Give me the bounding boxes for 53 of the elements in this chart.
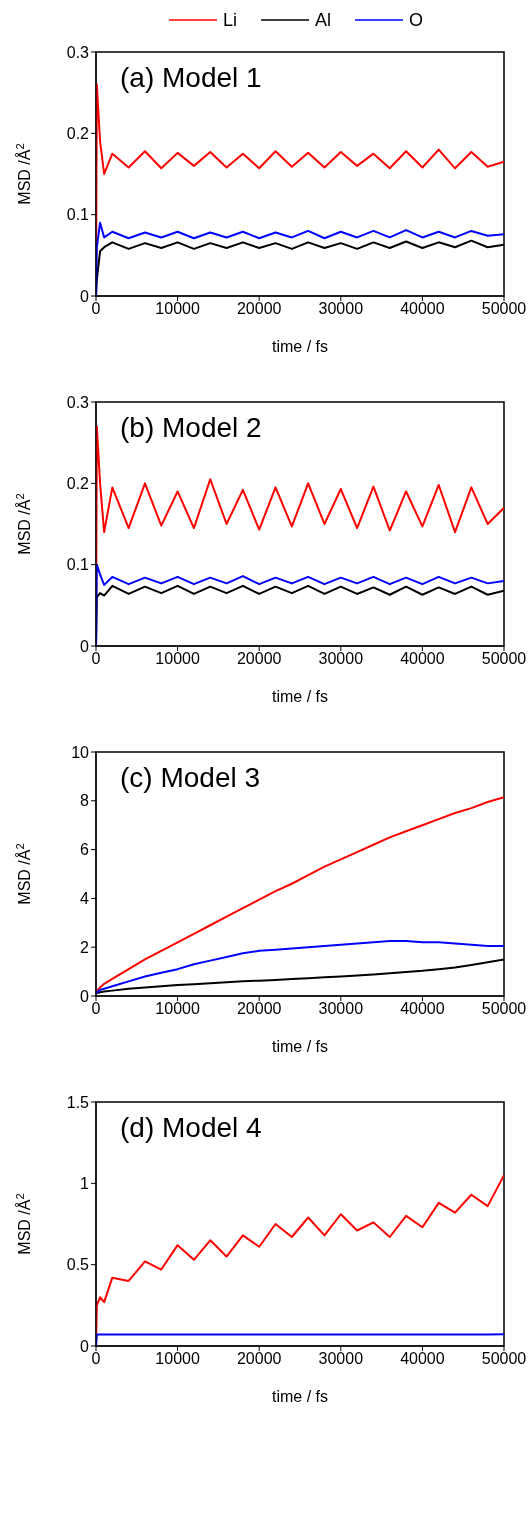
x-tick-label: 20000: [236, 1350, 282, 1368]
x-tick-label: 20000: [236, 300, 282, 318]
y-tick-label: 6: [80, 841, 90, 859]
x-tick-label: 40000: [400, 300, 445, 318]
x-tick-label: 0: [91, 650, 101, 668]
y-tick-label: 8: [80, 792, 90, 810]
y-tick-label: 0.3: [66, 393, 90, 411]
y-tick-label: 0.5: [66, 1256, 90, 1274]
y-tick-label: 0: [80, 987, 90, 1005]
y-tick-label: 0: [80, 1337, 90, 1355]
x-tick-label: 10000: [155, 300, 200, 318]
y-tick-label: 0.2: [66, 475, 90, 493]
x-tick-label: 30000: [318, 650, 364, 668]
chart-title: (d) Model 4: [120, 1112, 262, 1144]
y-tick-label: 4: [80, 890, 90, 908]
x-axis-title: time / fs: [271, 338, 329, 355]
legend-label: O: [409, 9, 424, 31]
x-axis-title: time / fs: [271, 1388, 329, 1405]
x-tick-label: 20000: [236, 1000, 282, 1018]
x-tick-label: 40000: [400, 1350, 445, 1368]
y-tick-label: 0.1: [66, 556, 90, 574]
chart-title: (c) Model 3: [120, 762, 261, 794]
x-tick-label: 10000: [155, 1000, 200, 1018]
y-tick-label: 1: [80, 1175, 90, 1193]
x-tick-label: 50000: [481, 1000, 527, 1018]
y-tick-label: 0.2: [66, 125, 90, 143]
x-tick-label: 50000: [481, 300, 527, 318]
x-tick-label: 50000: [481, 650, 527, 668]
y-tick-label: 0.1: [66, 206, 90, 224]
x-tick-label: 30000: [318, 1350, 364, 1368]
x-tick-label: 0: [91, 1000, 101, 1018]
legend-label: Li: [222, 9, 237, 31]
x-tick-label: 10000: [155, 1350, 200, 1368]
x-tick-label: 0: [91, 300, 101, 318]
x-axis-title: time / fs: [271, 1038, 329, 1055]
x-tick-label: 20000: [236, 650, 282, 668]
x-tick-label: 0: [91, 1350, 101, 1368]
legend-label: Al: [314, 9, 331, 31]
x-tick-label: 40000: [400, 650, 445, 668]
x-tick-label: 30000: [318, 300, 364, 318]
x-axis-title: time / fs: [271, 688, 329, 705]
chart-title: (b) Model 2: [120, 412, 262, 444]
x-tick-label: 30000: [318, 1000, 364, 1018]
chart-title: (a) Model 1: [120, 62, 262, 94]
x-tick-label: 50000: [481, 1350, 527, 1368]
y-tick-label: 0: [80, 287, 90, 305]
x-tick-label: 40000: [400, 1000, 445, 1018]
y-tick-label: 10: [71, 743, 90, 761]
y-tick-label: 2: [80, 938, 90, 956]
x-tick-label: 10000: [155, 650, 200, 668]
y-tick-label: 1.5: [66, 1093, 90, 1111]
y-tick-label: 0.3: [66, 43, 90, 61]
y-tick-label: 0: [80, 637, 90, 655]
